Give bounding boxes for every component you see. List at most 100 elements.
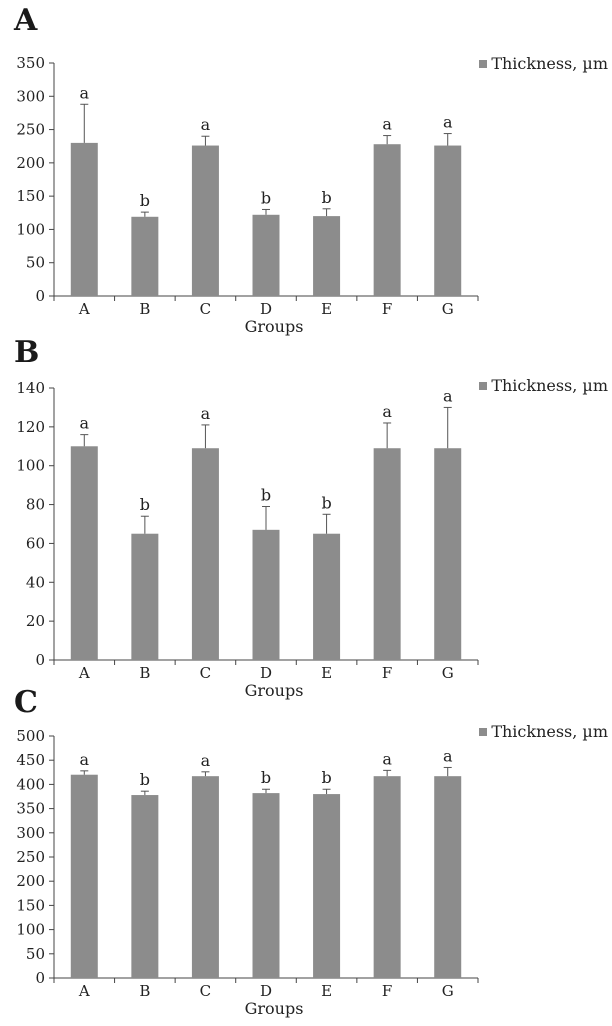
y-tick-label: 200 (16, 872, 45, 890)
x-tick-label-D: D (260, 664, 272, 682)
bar-G (434, 448, 462, 660)
significance-label-G: a (443, 113, 453, 132)
significance-label-E: b (321, 493, 331, 512)
chart-panel-c: C Thickness, µm 0 50 100 150 200 250 300 350 400… (0, 688, 612, 1026)
x-tick-label-B: B (139, 664, 150, 682)
y-tick-label: 0 (35, 287, 45, 305)
x-tick-label-C: C (200, 300, 211, 318)
y-tick-label: 60 (26, 534, 45, 552)
x-tick-label-C: C (200, 982, 211, 1000)
panel-letter-c: C (14, 685, 38, 720)
panel-letter-a: A (14, 3, 38, 38)
bar-E (313, 533, 341, 660)
x-tick-label-B: B (139, 300, 150, 318)
y-tick-label: 500 (16, 727, 45, 745)
y-tick-label: 150 (16, 187, 45, 205)
significance-label-B: b (140, 191, 150, 210)
x-tick-label-E: E (321, 982, 332, 1000)
significance-label-B: b (140, 495, 150, 514)
legend-a: Thickness, µm (479, 54, 608, 73)
x-tick-label-B: B (139, 982, 150, 1000)
y-tick-label: 80 (26, 496, 45, 514)
bar-B (131, 795, 159, 978)
bar-chart-c: 0 50 100 150 200 250 300 350 400 450 500 a Ab Ba Cb Db E… (16, 727, 479, 1018)
significance-label-C: a (201, 115, 211, 134)
y-tick-label: 120 (16, 418, 45, 436)
y-tick-label: 100 (16, 220, 45, 238)
legend-label-b: Thickness, µm (491, 376, 608, 395)
bar-F (373, 144, 401, 296)
y-tick-label: 150 (16, 896, 45, 914)
y-tick-label: 140 (16, 379, 45, 397)
x-tick-label-G: G (442, 300, 454, 318)
y-tick-label: 300 (16, 824, 45, 842)
x-tick-label-F: F (382, 300, 392, 318)
x-tick-label-F: F (382, 664, 392, 682)
x-tick-label-E: E (321, 300, 332, 318)
x-tick-label-C: C (200, 664, 211, 682)
bar-A (70, 774, 98, 978)
bar-B (131, 533, 159, 660)
x-tick-label-F: F (382, 982, 392, 1000)
bar-F (373, 776, 401, 978)
bar-E (313, 216, 341, 296)
bar-chart-a: 0 50 100 150 200 250 300 350 a Ab Ba Cb Db Ea Fa G Group… (16, 54, 479, 336)
x-tick-label-E: E (321, 664, 332, 682)
y-tick-label: 0 (35, 651, 45, 669)
significance-label-E: b (321, 768, 331, 787)
x-tick-label-D: D (260, 982, 272, 1000)
bar-A (70, 142, 98, 296)
y-tick-label: 250 (16, 848, 45, 866)
bar-C (191, 145, 219, 296)
legend-c: Thickness, µm (479, 722, 608, 741)
y-tick-label: 400 (16, 775, 45, 793)
bar-C (191, 776, 219, 978)
legend-label-c: Thickness, µm (491, 722, 608, 741)
significance-label-A: a (80, 414, 90, 433)
y-tick-label: 100 (16, 457, 45, 475)
significance-label-A: a (80, 83, 90, 102)
bar-C (191, 448, 219, 660)
significance-label-F: a (382, 749, 392, 768)
y-tick-label: 200 (16, 154, 45, 172)
significance-label-G: a (443, 746, 453, 765)
legend-swatch-icon (479, 727, 488, 736)
y-tick-label: 250 (16, 121, 45, 139)
y-tick-label: 350 (16, 800, 45, 818)
legend-b: Thickness, µm (479, 376, 608, 395)
x-tick-label-A: A (78, 982, 90, 1000)
panel-letter-b: B (14, 335, 40, 370)
y-tick-label: 300 (16, 87, 45, 105)
x-tick-label-G: G (442, 664, 454, 682)
bar-D (252, 793, 280, 978)
y-tick-label: 40 (26, 573, 45, 591)
y-tick-label: 50 (26, 254, 45, 272)
x-tick-label-A: A (78, 664, 90, 682)
bar-A (70, 446, 98, 660)
bar-E (313, 794, 341, 978)
significance-label-A: a (80, 750, 90, 769)
y-tick-label: 100 (16, 921, 45, 939)
bar-D (252, 214, 280, 296)
bar-F (373, 448, 401, 660)
x-tick-label-D: D (260, 300, 272, 318)
y-tick-label: 20 (26, 612, 45, 630)
significance-label-B: b (140, 770, 150, 789)
bar-G (434, 776, 462, 978)
x-axis-title: Groups (245, 317, 304, 336)
legend-label-a: Thickness, µm (491, 54, 608, 73)
significance-label-F: a (382, 402, 392, 421)
significance-label-D: b (261, 486, 271, 505)
legend-swatch-icon (479, 381, 488, 390)
bar-B (131, 216, 159, 296)
significance-label-C: a (201, 751, 211, 770)
x-axis-title: Groups (245, 999, 304, 1018)
significance-label-D: b (261, 768, 271, 787)
bar-chart-b: 0 20 40 60 80 100 120 140 a Ab Ba Cb Db Ea Fa G Groups (16, 379, 479, 700)
significance-label-D: b (261, 188, 271, 207)
y-tick-label: 450 (16, 751, 45, 769)
bar-G (434, 145, 462, 296)
bar-D (252, 529, 280, 660)
